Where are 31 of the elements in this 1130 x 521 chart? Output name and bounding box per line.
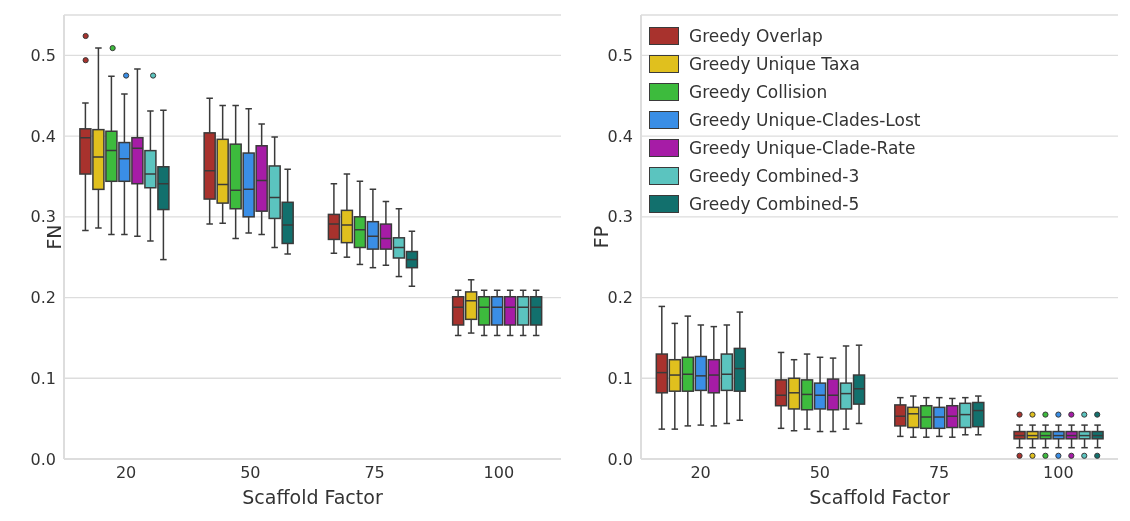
x-tick-label: 100 bbox=[1043, 463, 1074, 483]
x-axis-title: Scaffold Factor bbox=[809, 486, 950, 509]
x-tick-label: 20 bbox=[690, 463, 711, 483]
legend-label: Greedy Unique-Clade-Rate bbox=[689, 138, 916, 158]
y-tick-label: 0.4 bbox=[30, 126, 56, 146]
x-tick-label: 100 bbox=[483, 463, 515, 483]
y-tick-label: 0.3 bbox=[607, 207, 633, 227]
legend-label: Greedy Collision bbox=[689, 82, 828, 102]
x-tick-label: 50 bbox=[240, 463, 261, 483]
x-tick-label: 20 bbox=[115, 463, 137, 483]
y-axis-title: FN bbox=[42, 224, 65, 250]
y-tick-label: 0.1 bbox=[30, 368, 56, 388]
x-tick-label: 50 bbox=[809, 463, 831, 483]
x-axis-title: Scaffold Factor bbox=[242, 486, 383, 509]
y-tick-label: 0.1 bbox=[607, 368, 633, 388]
y-tick-label: 0.4 bbox=[607, 126, 633, 146]
x-tick-label: 75 bbox=[364, 463, 385, 483]
legend-label: Greedy Unique-Clades-Lost bbox=[689, 110, 921, 130]
y-tick-label: 0.0 bbox=[607, 449, 633, 469]
y-tick-label: 0.2 bbox=[30, 288, 56, 308]
legend-label: Greedy Unique Taxa bbox=[689, 54, 860, 74]
y-tick-label: 0.0 bbox=[30, 449, 56, 469]
x-tick-label: 75 bbox=[928, 463, 950, 483]
legend-label: Greedy Overlap bbox=[689, 26, 823, 46]
y-tick-label: 0.5 bbox=[607, 46, 633, 66]
legend-label: Greedy Combined-5 bbox=[689, 194, 860, 214]
y-tick-label: 0.2 bbox=[607, 288, 633, 308]
y-tick-label: 0.3 bbox=[30, 207, 56, 227]
y-tick-label: 0.5 bbox=[30, 46, 56, 66]
y-axis-title: FP bbox=[589, 225, 612, 249]
legend-label: Greedy Combined-3 bbox=[689, 166, 860, 186]
